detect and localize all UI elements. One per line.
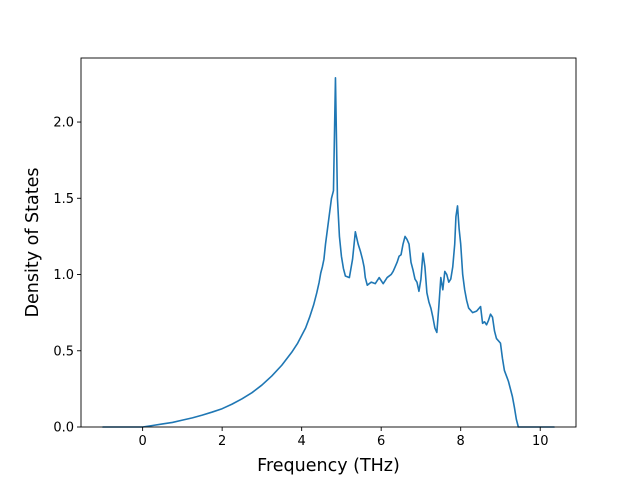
y-tick-label: 1.5: [53, 192, 74, 207]
x-tick-label: 2: [218, 434, 226, 449]
y-axis-label: Density of States: [23, 168, 43, 318]
y-tick-label: 0.0: [53, 421, 74, 436]
x-tick-label: 6: [377, 434, 385, 449]
y-tick-label: 1.0: [53, 268, 74, 283]
x-tick-label: 0: [138, 434, 146, 449]
x-tick-label: 10: [532, 434, 549, 449]
y-tick-label: 2.0: [53, 116, 74, 131]
axes-frame: [80, 57, 577, 428]
series-line: [102, 77, 555, 428]
y-tick-label: 0.5: [53, 344, 74, 359]
x-tick-label: 4: [298, 434, 306, 449]
x-tick-label: 8: [457, 434, 465, 449]
y-axis-ticks: 0.0 0.5 1.0 1.5 2.0: [53, 116, 81, 436]
x-axis-label: Frequency (THz): [257, 456, 400, 476]
plot-area: [81, 58, 576, 427]
x-axis-ticks: 0 2 4 6 8 10: [138, 427, 548, 449]
